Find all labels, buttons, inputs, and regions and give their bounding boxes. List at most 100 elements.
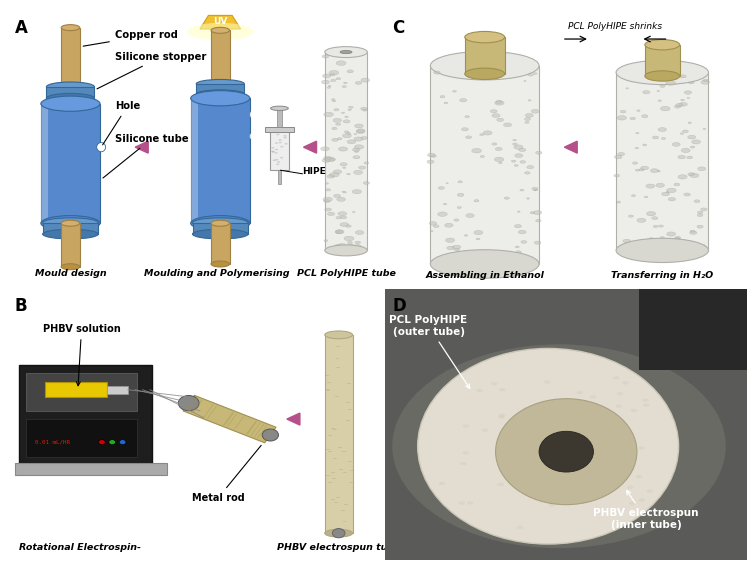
- Ellipse shape: [467, 255, 473, 259]
- Ellipse shape: [645, 71, 680, 81]
- Ellipse shape: [616, 61, 708, 84]
- Ellipse shape: [626, 88, 628, 89]
- Ellipse shape: [667, 232, 676, 236]
- Ellipse shape: [687, 97, 689, 98]
- Ellipse shape: [483, 131, 492, 135]
- Bar: [645, 45, 680, 76]
- Ellipse shape: [661, 192, 670, 196]
- Ellipse shape: [615, 155, 622, 159]
- Ellipse shape: [660, 85, 665, 87]
- Ellipse shape: [658, 225, 664, 227]
- Ellipse shape: [354, 134, 356, 135]
- Ellipse shape: [463, 424, 469, 427]
- Ellipse shape: [563, 448, 570, 452]
- Ellipse shape: [688, 122, 692, 123]
- Ellipse shape: [321, 147, 329, 151]
- Ellipse shape: [346, 225, 351, 228]
- Ellipse shape: [41, 216, 100, 231]
- Polygon shape: [287, 413, 300, 425]
- Ellipse shape: [660, 237, 664, 239]
- Ellipse shape: [438, 212, 447, 216]
- Ellipse shape: [636, 110, 640, 112]
- Ellipse shape: [445, 238, 455, 242]
- Ellipse shape: [285, 143, 288, 144]
- Ellipse shape: [689, 231, 697, 234]
- Bar: [266, 127, 294, 132]
- Ellipse shape: [690, 146, 695, 148]
- Text: Rotational Electrospin-: Rotational Electrospin-: [19, 543, 140, 552]
- Ellipse shape: [674, 237, 680, 239]
- Ellipse shape: [338, 212, 347, 216]
- Ellipse shape: [698, 211, 703, 214]
- Ellipse shape: [601, 452, 608, 455]
- Ellipse shape: [322, 74, 331, 78]
- Ellipse shape: [535, 241, 541, 245]
- Ellipse shape: [628, 215, 633, 217]
- FancyBboxPatch shape: [325, 52, 368, 250]
- Ellipse shape: [500, 430, 506, 433]
- Text: HIPE: HIPE: [303, 167, 326, 176]
- Ellipse shape: [458, 181, 462, 183]
- Ellipse shape: [678, 175, 687, 179]
- Ellipse shape: [460, 98, 467, 102]
- Ellipse shape: [681, 148, 690, 153]
- Ellipse shape: [353, 212, 355, 213]
- Ellipse shape: [329, 71, 339, 75]
- Ellipse shape: [472, 148, 482, 153]
- Ellipse shape: [444, 102, 448, 104]
- Ellipse shape: [630, 409, 637, 412]
- Ellipse shape: [336, 78, 341, 80]
- Ellipse shape: [680, 133, 683, 134]
- Ellipse shape: [532, 187, 538, 190]
- Ellipse shape: [590, 451, 596, 454]
- Ellipse shape: [476, 238, 480, 240]
- Ellipse shape: [527, 165, 534, 169]
- Ellipse shape: [512, 258, 519, 261]
- Ellipse shape: [636, 132, 639, 134]
- Ellipse shape: [271, 151, 275, 152]
- FancyBboxPatch shape: [19, 365, 152, 462]
- Ellipse shape: [656, 183, 664, 187]
- Ellipse shape: [514, 145, 523, 149]
- Ellipse shape: [689, 242, 692, 243]
- Ellipse shape: [698, 167, 706, 171]
- Ellipse shape: [694, 200, 700, 203]
- Ellipse shape: [617, 392, 623, 395]
- Ellipse shape: [324, 200, 330, 203]
- Ellipse shape: [562, 443, 568, 446]
- Bar: [211, 31, 230, 87]
- Ellipse shape: [630, 117, 636, 120]
- Ellipse shape: [606, 465, 612, 468]
- Ellipse shape: [347, 245, 355, 248]
- Text: Hole: Hole: [103, 101, 140, 145]
- Circle shape: [495, 398, 637, 505]
- Ellipse shape: [549, 503, 556, 507]
- Ellipse shape: [683, 130, 689, 132]
- FancyBboxPatch shape: [43, 222, 98, 234]
- Ellipse shape: [452, 245, 461, 249]
- Ellipse shape: [517, 211, 520, 212]
- Ellipse shape: [337, 243, 347, 247]
- Ellipse shape: [211, 84, 230, 91]
- Ellipse shape: [429, 222, 437, 225]
- Ellipse shape: [361, 107, 367, 110]
- Ellipse shape: [622, 381, 629, 384]
- Ellipse shape: [342, 85, 347, 88]
- Ellipse shape: [674, 183, 680, 186]
- Ellipse shape: [535, 189, 538, 191]
- Ellipse shape: [525, 114, 533, 117]
- Ellipse shape: [688, 173, 695, 176]
- Bar: [278, 170, 281, 184]
- Ellipse shape: [334, 194, 341, 198]
- Ellipse shape: [652, 136, 658, 139]
- Ellipse shape: [474, 230, 482, 235]
- Ellipse shape: [689, 83, 692, 84]
- Ellipse shape: [270, 106, 288, 110]
- Ellipse shape: [325, 188, 331, 191]
- Ellipse shape: [343, 120, 350, 123]
- Text: B: B: [15, 297, 28, 315]
- Ellipse shape: [577, 391, 583, 394]
- Ellipse shape: [337, 198, 346, 201]
- Ellipse shape: [430, 52, 539, 80]
- Ellipse shape: [701, 208, 707, 211]
